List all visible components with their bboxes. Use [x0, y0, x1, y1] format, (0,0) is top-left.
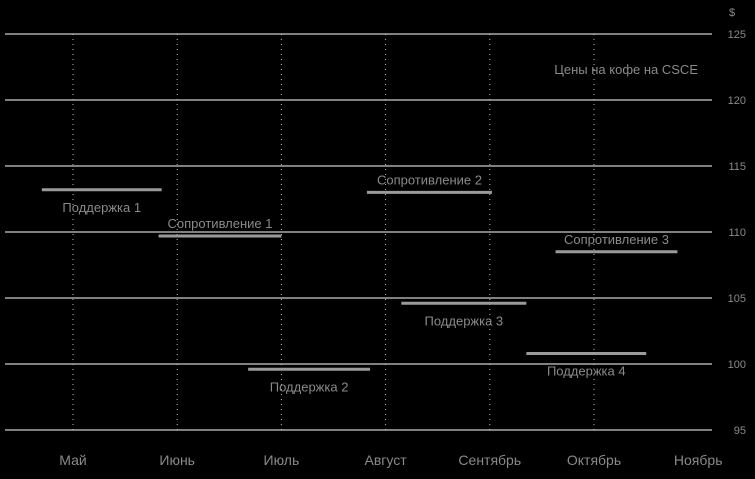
y-tick-label: 115 — [728, 161, 746, 173]
x-tick-label: Июль — [264, 452, 300, 468]
x-tick-label: Сентябрь — [458, 452, 521, 468]
y-tick-label: 105 — [728, 293, 746, 305]
level-label: Поддержка 1 — [62, 200, 141, 215]
y-tick-label: 100 — [728, 359, 746, 371]
x-tick-label: Ноябрь — [674, 452, 723, 468]
y-tick-label: 110 — [728, 227, 746, 239]
y-tick-label: 95 — [734, 425, 746, 437]
level-label: Сопротивление 3 — [564, 232, 669, 247]
level-label: Поддержка 2 — [270, 379, 349, 394]
x-tick-label: Октябрь — [567, 452, 621, 468]
x-tick-label: Август — [365, 452, 408, 468]
level-label: Поддержка 3 — [425, 313, 504, 328]
y-tick-label: 125 — [728, 29, 746, 41]
chart-title: Цены на кофе на CSCE — [554, 62, 698, 77]
level-label: Сопротивление 2 — [377, 172, 482, 187]
level-label: Сопротивление 1 — [168, 216, 273, 231]
level-label: Поддержка 4 — [547, 363, 626, 378]
y-axis-unit: $ — [729, 7, 735, 19]
y-tick-label: 120 — [728, 95, 746, 107]
x-tick-label: Июнь — [159, 452, 195, 468]
x-tick-label: Май — [59, 452, 86, 468]
